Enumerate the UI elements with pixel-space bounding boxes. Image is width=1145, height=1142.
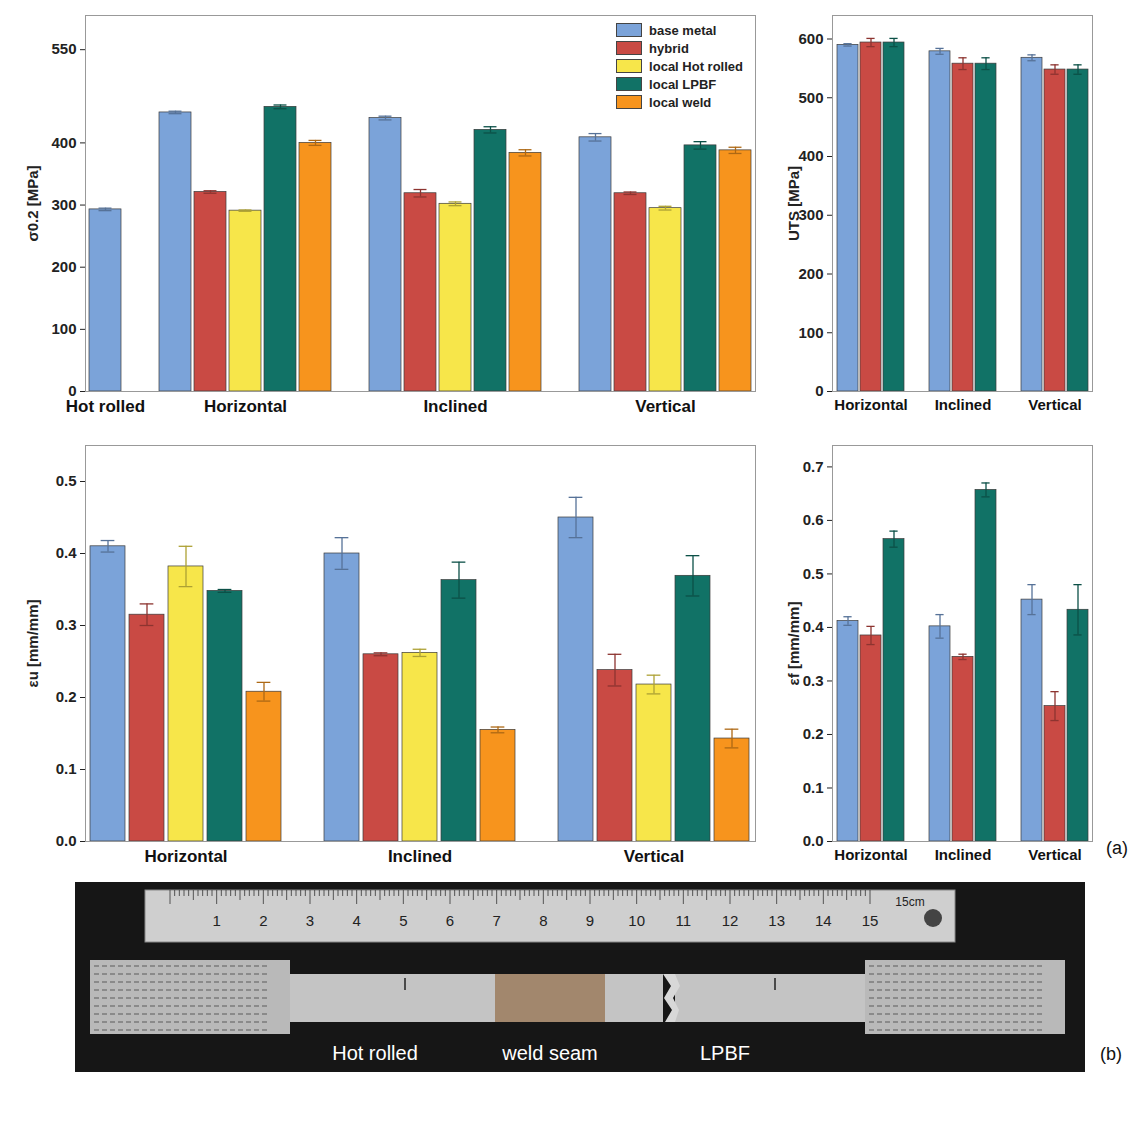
svg-text:11: 11 [676, 912, 692, 929]
svg-text:400: 400 [798, 147, 823, 164]
svg-text:500: 500 [798, 89, 823, 106]
svg-text:weld seam: weld seam [501, 1042, 598, 1064]
svg-text:σ0.2 [MPa]: σ0.2 [MPa] [24, 165, 41, 241]
svg-text:0.2: 0.2 [56, 688, 77, 705]
svg-text:0.1: 0.1 [803, 779, 824, 796]
html-text:hybrid: hybrid [649, 40, 689, 56]
svg-text:Vertical: Vertical [1028, 396, 1081, 413]
svg-text:Vertical: Vertical [624, 847, 685, 866]
svg-text:15cm: 15cm [895, 895, 924, 909]
svg-text:100: 100 [798, 324, 823, 341]
svg-text:εf [mm/mm]: εf [mm/mm] [785, 602, 802, 686]
svg-text:0.1: 0.1 [56, 760, 77, 777]
svg-text:4: 4 [352, 912, 360, 929]
svg-text:1: 1 [212, 912, 220, 929]
svg-text:Horizontal: Horizontal [144, 847, 227, 866]
svg-text:7: 7 [492, 912, 500, 929]
svg-text:0.3: 0.3 [56, 616, 77, 633]
svg-text:0.3: 0.3 [803, 672, 824, 689]
svg-text:400: 400 [51, 134, 76, 151]
svg-text:550: 550 [51, 40, 76, 57]
svg-text:Hot rolled: Hot rolled [66, 397, 145, 416]
svg-text:0.7: 0.7 [803, 458, 824, 475]
svg-text:0.2: 0.2 [803, 725, 824, 742]
svg-text:εu [mm/mm]: εu [mm/mm] [24, 600, 41, 688]
svg-text:3: 3 [306, 912, 314, 929]
svg-text:8: 8 [539, 912, 547, 929]
svg-text:0.0: 0.0 [56, 832, 77, 849]
svg-text:LPBF: LPBF [700, 1042, 750, 1064]
svg-text:0.5: 0.5 [803, 565, 824, 582]
svg-text:0.0: 0.0 [803, 832, 824, 849]
svg-text:200: 200 [51, 258, 76, 275]
svg-text:0: 0 [68, 382, 77, 400]
html-text:(b): (b) [1100, 1044, 1122, 1064]
svg-text:300: 300 [798, 206, 823, 223]
html-text:(a): (a) [1106, 838, 1128, 858]
svg-text:0: 0 [815, 382, 823, 399]
html-text:local Hot rolled: local Hot rolled [649, 58, 743, 74]
svg-text:0.4: 0.4 [56, 544, 78, 561]
svg-text:200: 200 [798, 265, 823, 282]
svg-text:0.4: 0.4 [803, 618, 825, 635]
svg-text:5: 5 [399, 912, 407, 929]
html-text:local LPBF: local LPBF [649, 76, 717, 92]
svg-text:2: 2 [259, 912, 267, 929]
html-text:local weld: local weld [649, 94, 712, 110]
svg-text:Inclined: Inclined [423, 397, 487, 416]
svg-text:15: 15 [862, 912, 879, 929]
svg-text:Vertical: Vertical [635, 397, 696, 416]
svg-text:Horizontal: Horizontal [834, 846, 907, 863]
svg-text:0.5: 0.5 [56, 472, 77, 489]
svg-text:Inclined: Inclined [935, 396, 992, 413]
svg-text:10: 10 [628, 912, 645, 929]
svg-text:Horizontal: Horizontal [204, 397, 287, 416]
svg-text:600: 600 [798, 30, 823, 47]
svg-text:9: 9 [586, 912, 594, 929]
svg-text:0.6: 0.6 [803, 511, 824, 528]
svg-text:Inclined: Inclined [388, 847, 452, 866]
html-text:base metal: base metal [649, 22, 717, 38]
svg-text:Inclined: Inclined [935, 846, 992, 863]
svg-text:14: 14 [815, 912, 832, 929]
svg-text:13: 13 [768, 912, 785, 929]
svg-text:300: 300 [51, 196, 76, 213]
svg-text:UTS [MPa]: UTS [MPa] [785, 166, 802, 241]
svg-text:100: 100 [51, 320, 76, 337]
svg-text:12: 12 [722, 912, 739, 929]
svg-text:Horizontal: Horizontal [834, 396, 907, 413]
svg-text:Hot rolled: Hot rolled [332, 1042, 418, 1064]
svg-text:Vertical: Vertical [1028, 846, 1081, 863]
svg-text:6: 6 [446, 912, 454, 929]
